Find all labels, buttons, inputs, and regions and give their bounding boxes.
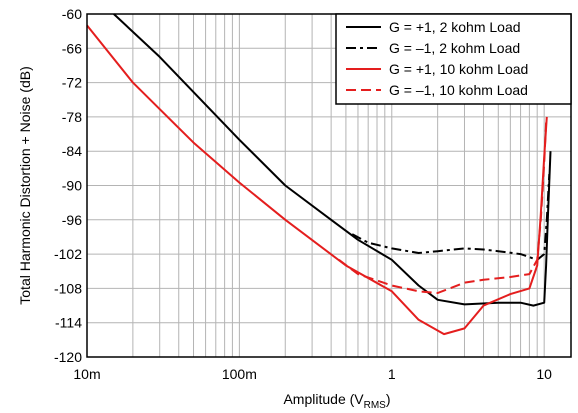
legend: G = +1, 2 kohm Load G = –1, 2 kohm Load G … bbox=[335, 13, 572, 105]
series-layer bbox=[86, 13, 552, 336]
x-tick-label-1: 100m bbox=[222, 366, 257, 382]
legend-label-1: G = –1, 2 kohm Load bbox=[389, 40, 520, 56]
x-tick-labels: 10m 100m 1 10 bbox=[73, 366, 552, 382]
y-tick-label-2: -72 bbox=[62, 75, 82, 91]
y-tick-label-10: -120 bbox=[54, 349, 82, 365]
series-line-0 bbox=[113, 13, 552, 307]
x-axis-title-end: ) bbox=[386, 391, 391, 407]
series-line-3 bbox=[338, 122, 548, 294]
y-tick-label-8: -108 bbox=[54, 280, 82, 296]
y-tick-label-9: -114 bbox=[55, 315, 82, 331]
y-tick-label-4: -84 bbox=[62, 143, 82, 159]
x-tick-label-2: 1 bbox=[388, 366, 396, 382]
y-tick-label-5: -90 bbox=[62, 178, 82, 194]
x-axis-title: Amplitude (VRMS) bbox=[283, 391, 390, 411]
y-tick-label-3: -78 bbox=[62, 109, 82, 125]
plot-frame bbox=[86, 13, 572, 358]
y-tick-label-0: -60 bbox=[62, 6, 82, 22]
legend-label-2: G = +1, 10 kohm Load bbox=[389, 61, 528, 77]
y-axis-title: Total Harmonic Distortion + Noise (dB) bbox=[17, 66, 33, 304]
x-tick-label-3: 10 bbox=[536, 366, 552, 382]
y-tick-label-6: -96 bbox=[62, 212, 82, 228]
legend-label-0: G = +1, 2 kohm Load bbox=[389, 19, 521, 35]
y-tick-labels: -60 -66 -72 -78 -84 -90 -96 -102 -108 -114 -120 bbox=[54, 6, 82, 365]
legend-box bbox=[335, 13, 572, 105]
y-tick-label-1: -66 bbox=[62, 40, 82, 56]
legend-label-3: G = –1, 10 kohm Load bbox=[389, 82, 528, 98]
x-axis-title-main: Amplitude (V bbox=[283, 391, 364, 407]
series-line-1 bbox=[351, 174, 551, 261]
y-tick-label-7: -102 bbox=[54, 246, 82, 262]
x-tick-label-0: 10m bbox=[73, 366, 100, 382]
x-axis-title-sub: RMS bbox=[364, 400, 387, 411]
